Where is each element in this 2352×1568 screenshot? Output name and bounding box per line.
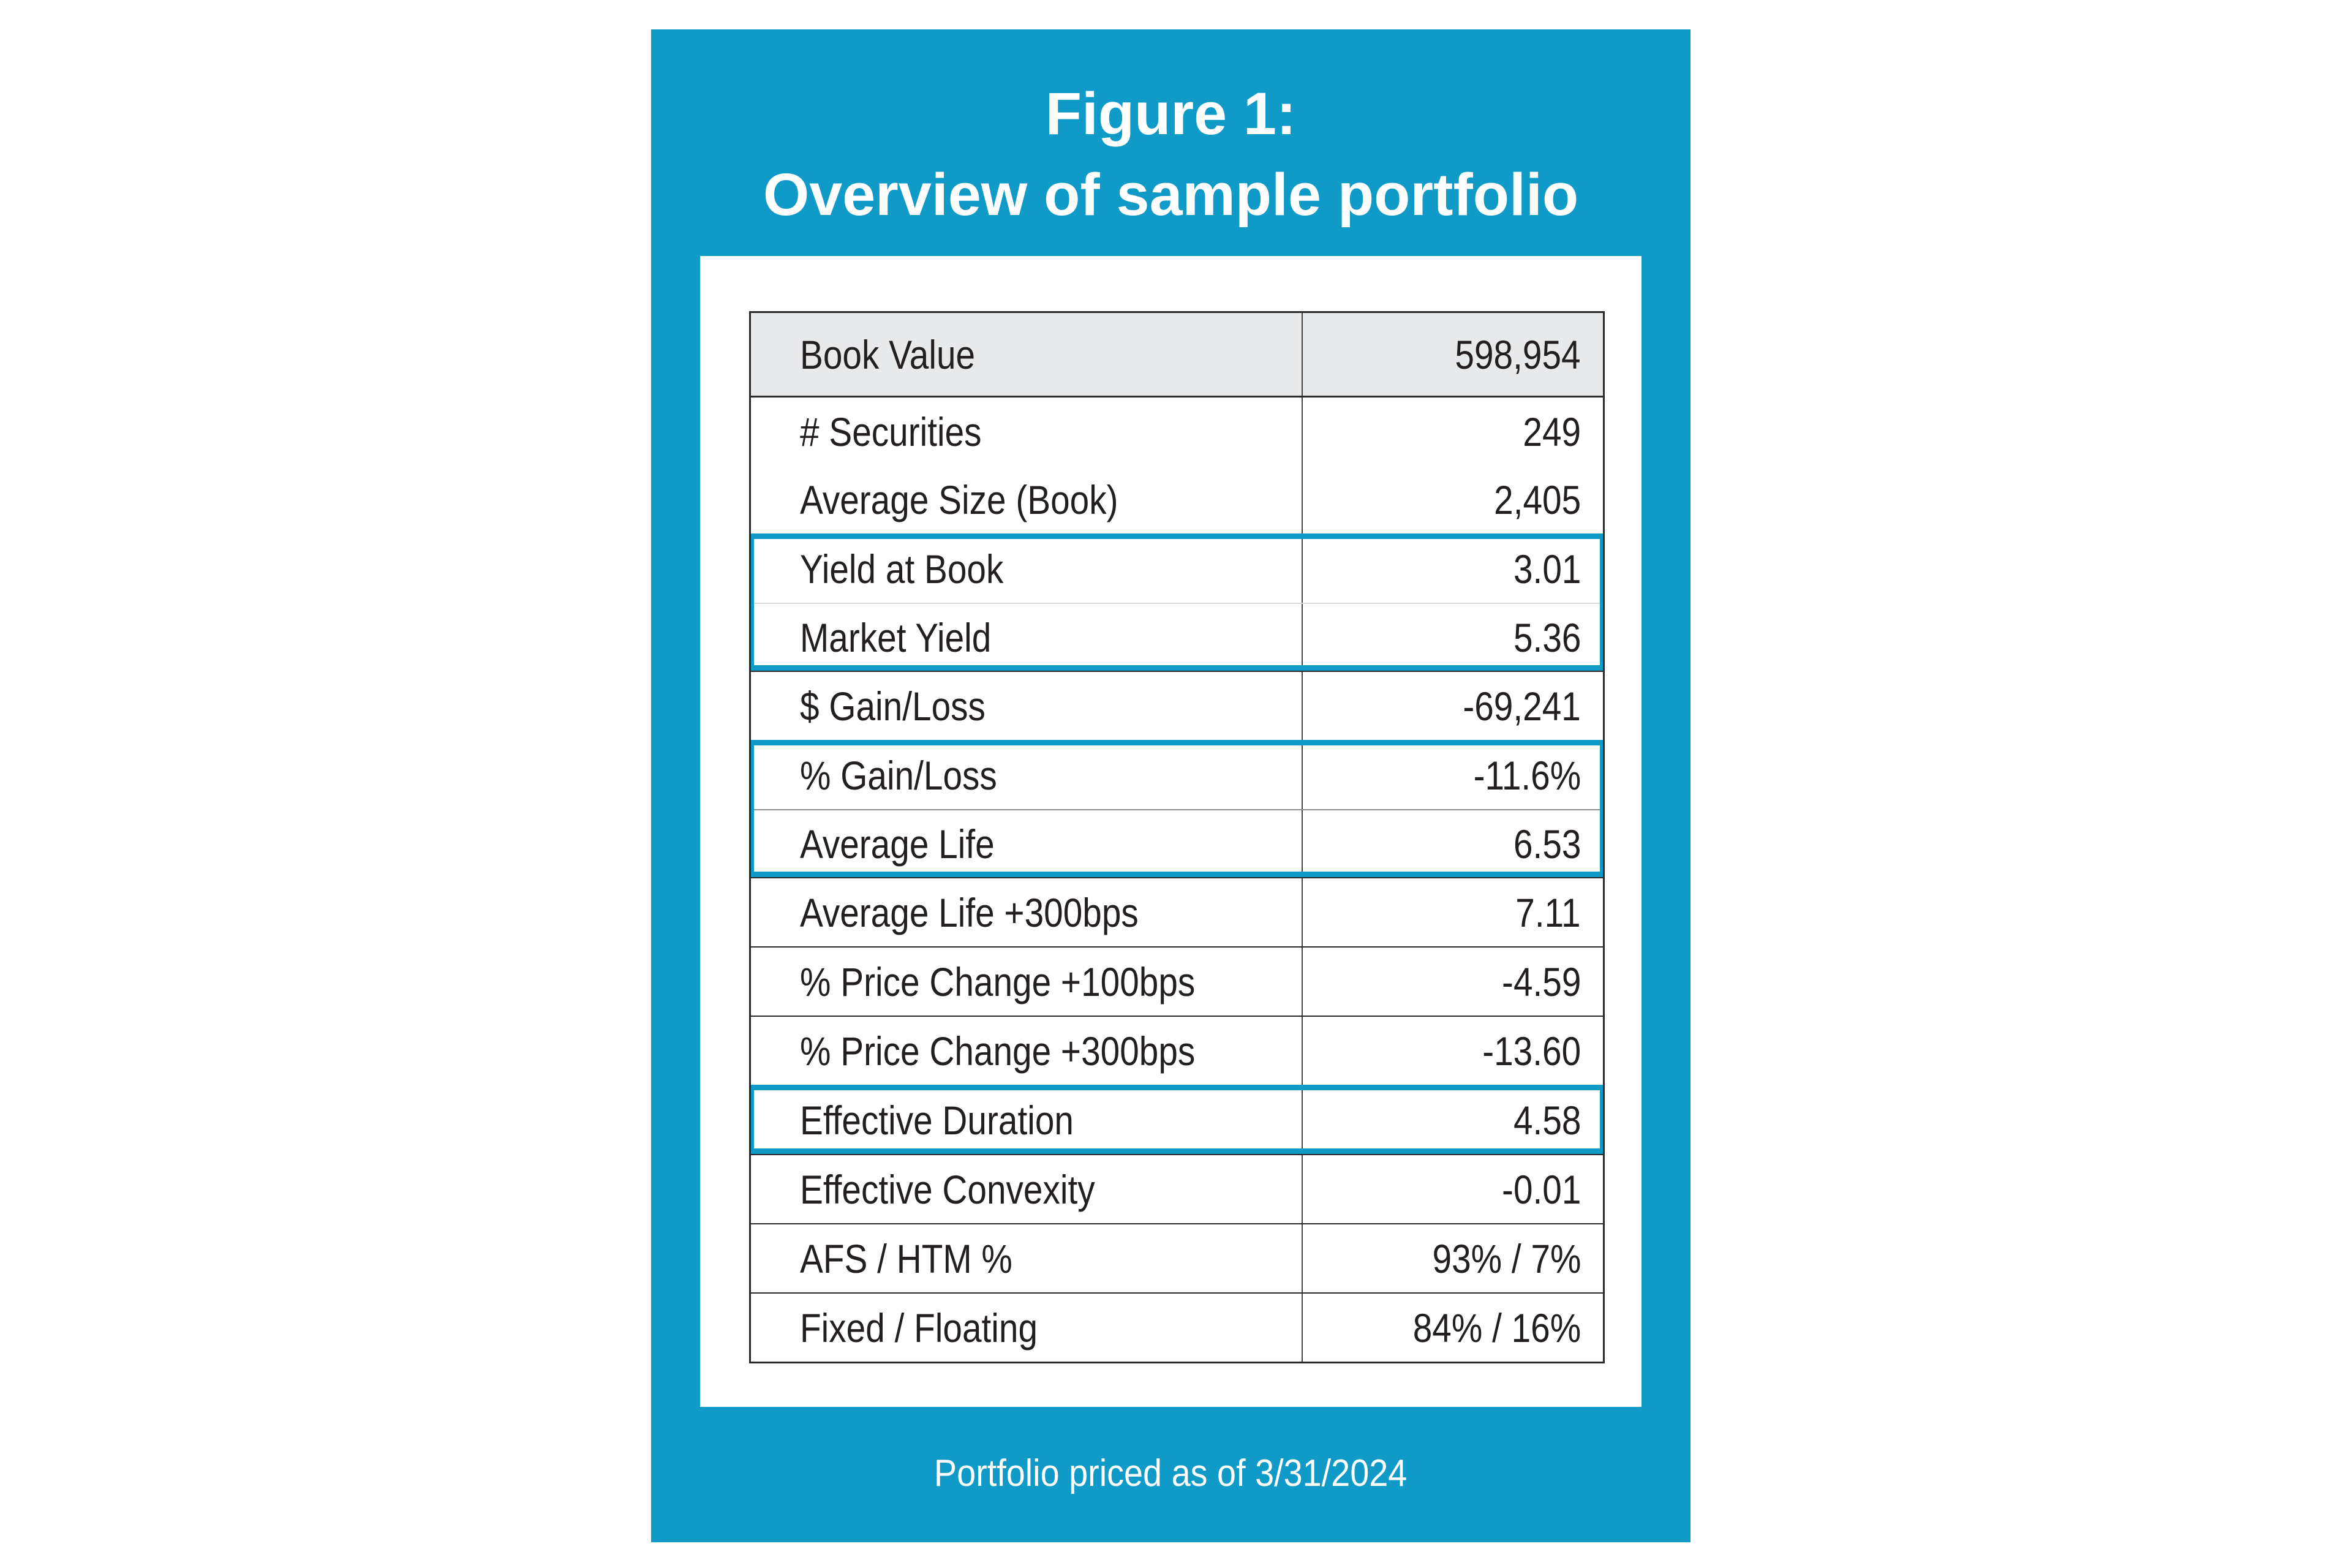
metric-value-cell: -69,241 <box>1303 672 1603 740</box>
metric-label: Market Yield <box>800 614 992 660</box>
metric-group-securities: # Securities 249 Average Size (Book) 2,4… <box>751 398 1603 533</box>
metric-group-convexity: Effective Convexity -0.01 <box>751 1154 1603 1223</box>
metric-label-cell: Market Yield <box>751 604 1303 671</box>
metric-label: % Price Change +300bps <box>800 1028 1196 1074</box>
table-row: Market Yield 5.36 <box>751 603 1603 671</box>
metric-value: 249 <box>1523 409 1581 454</box>
metric-group-avg-life-300: Average Life +300bps 7.11 <box>751 877 1603 946</box>
metric-value: -13.60 <box>1482 1028 1581 1074</box>
metric-value-cell: 3.01 <box>1303 535 1603 603</box>
figure-title-line1: Figure 1: <box>1045 80 1297 147</box>
metric-label-cell: % Gain/Loss <box>751 741 1303 809</box>
table-row: Effective Convexity -0.01 <box>751 1155 1603 1223</box>
table-row: $ Gain/Loss -69,241 <box>751 672 1603 740</box>
metric-value-cell: 249 <box>1303 398 1603 466</box>
metric-value: 4.58 <box>1513 1097 1581 1143</box>
metric-label: % Price Change +100bps <box>800 959 1196 1005</box>
table-row: Average Life +300bps 7.11 <box>751 878 1603 946</box>
metric-group-fixed-floating: Fixed / Floating 84% / 16% <box>751 1292 1603 1362</box>
metric-value: -4.59 <box>1501 959 1581 1005</box>
table-row: Effective Duration 4.58 <box>751 1086 1603 1154</box>
metric-group-price-change-100: % Price Change +100bps -4.59 <box>751 946 1603 1016</box>
metric-group-afs-htm: AFS / HTM % 93% / 7% <box>751 1223 1603 1292</box>
metric-label-cell: # Securities <box>751 398 1303 466</box>
metric-label-cell: % Price Change +100bps <box>751 948 1303 1016</box>
metric-label-cell: Yield at Book <box>751 535 1303 603</box>
metric-value: 6.53 <box>1513 821 1581 867</box>
metric-label-cell: Average Life <box>751 810 1303 877</box>
metric-value-cell: 84% / 16% <box>1303 1294 1603 1362</box>
metric-value-cell: -13.60 <box>1303 1017 1603 1085</box>
metric-label: Average Size (Book) <box>800 477 1118 522</box>
table-row: % Price Change +100bps -4.59 <box>751 948 1603 1016</box>
table-row: # Securities 249 <box>751 398 1603 466</box>
metric-value-cell: 93% / 7% <box>1303 1224 1603 1292</box>
metric-label-cell: Effective Duration <box>751 1086 1303 1154</box>
portfolio-table: Book Value 598,954 # Securities 249 Aver… <box>749 311 1605 1363</box>
pricing-date-text: Portfolio priced as of 3/31/2024 <box>934 1452 1408 1494</box>
table-body: # Securities 249 Average Size (Book) 2,4… <box>751 398 1603 1362</box>
figure-title: Figure 1: Overview of sample portfolio <box>651 74 1691 235</box>
metric-value: -11.6% <box>1473 752 1581 798</box>
table-row: Average Life 6.53 <box>751 809 1603 877</box>
metric-label: Effective Convexity <box>800 1166 1095 1212</box>
table-row: % Price Change +300bps -13.60 <box>751 1017 1603 1085</box>
metric-value: 2,405 <box>1493 477 1581 522</box>
figure-card: Book Value 598,954 # Securities 249 Aver… <box>700 256 1642 1407</box>
table-row: Fixed / Floating 84% / 16% <box>751 1294 1603 1362</box>
metric-group-duration-highlight: Effective Duration 4.58 <box>751 1085 1603 1154</box>
metric-label: Effective Duration <box>800 1097 1074 1143</box>
metric-label-cell: $ Gain/Loss <box>751 672 1303 740</box>
table-row: % Gain/Loss -11.6% <box>751 741 1603 809</box>
header-label: Book Value <box>800 331 976 377</box>
header-value: 598,954 <box>1455 331 1581 377</box>
table-row: Average Size (Book) 2,405 <box>751 466 1603 533</box>
metric-value: -69,241 <box>1463 683 1581 729</box>
metric-group-price-change-300: % Price Change +300bps -13.60 <box>751 1016 1603 1085</box>
header-label-cell: Book Value <box>751 313 1303 396</box>
metric-label: Yield at Book <box>800 546 1004 592</box>
metric-value: 7.11 <box>1515 889 1581 935</box>
pricing-date-footnote: Portfolio priced as of 3/31/2024 <box>651 1452 1691 1495</box>
metric-value-cell: 4.58 <box>1303 1086 1603 1154</box>
header-value-cell: 598,954 <box>1303 313 1603 396</box>
metric-label: # Securities <box>800 409 982 454</box>
metric-value: -0.01 <box>1501 1166 1581 1212</box>
figure-panel: Figure 1: Overview of sample portfolio B… <box>651 29 1691 1542</box>
metric-label-cell: Average Life +300bps <box>751 878 1303 946</box>
metric-label-cell: % Price Change +300bps <box>751 1017 1303 1085</box>
table-row: AFS / HTM % 93% / 7% <box>751 1224 1603 1292</box>
metric-value-cell: 5.36 <box>1303 604 1603 671</box>
metric-value: 3.01 <box>1513 546 1581 592</box>
metric-value-cell: 6.53 <box>1303 810 1603 877</box>
metric-value-cell: -11.6% <box>1303 741 1603 809</box>
metric-value: 5.36 <box>1513 614 1581 660</box>
table-row: Yield at Book 3.01 <box>751 535 1603 603</box>
metric-value-cell: -4.59 <box>1303 948 1603 1016</box>
metric-label: AFS / HTM % <box>800 1235 1012 1281</box>
metric-label: % Gain/Loss <box>800 752 997 798</box>
metric-label: Average Life +300bps <box>800 889 1139 935</box>
metric-group-dollar-gainloss: $ Gain/Loss -69,241 <box>751 671 1603 740</box>
metric-label-cell: Fixed / Floating <box>751 1294 1303 1362</box>
metric-label-cell: AFS / HTM % <box>751 1224 1303 1292</box>
metric-value: 84% / 16% <box>1412 1305 1581 1351</box>
metric-group-gainloss-life-highlight: % Gain/Loss -11.6% Average Life 6.53 <box>751 740 1603 877</box>
metric-label: Average Life <box>800 821 995 867</box>
metric-label: Fixed / Floating <box>800 1305 1038 1351</box>
metric-label-cell: Average Size (Book) <box>751 466 1303 533</box>
figure-title-line2: Overview of sample portfolio <box>763 161 1579 228</box>
metric-value-cell: -0.01 <box>1303 1155 1603 1223</box>
metric-value-cell: 7.11 <box>1303 878 1603 946</box>
table-header-row: Book Value 598,954 <box>751 313 1603 398</box>
metric-label: $ Gain/Loss <box>800 683 986 729</box>
metric-group-yield-highlight: Yield at Book 3.01 Market Yield 5.36 <box>751 533 1603 671</box>
metric-value: 93% / 7% <box>1432 1235 1581 1281</box>
metric-value-cell: 2,405 <box>1303 466 1603 533</box>
metric-label-cell: Effective Convexity <box>751 1155 1303 1223</box>
